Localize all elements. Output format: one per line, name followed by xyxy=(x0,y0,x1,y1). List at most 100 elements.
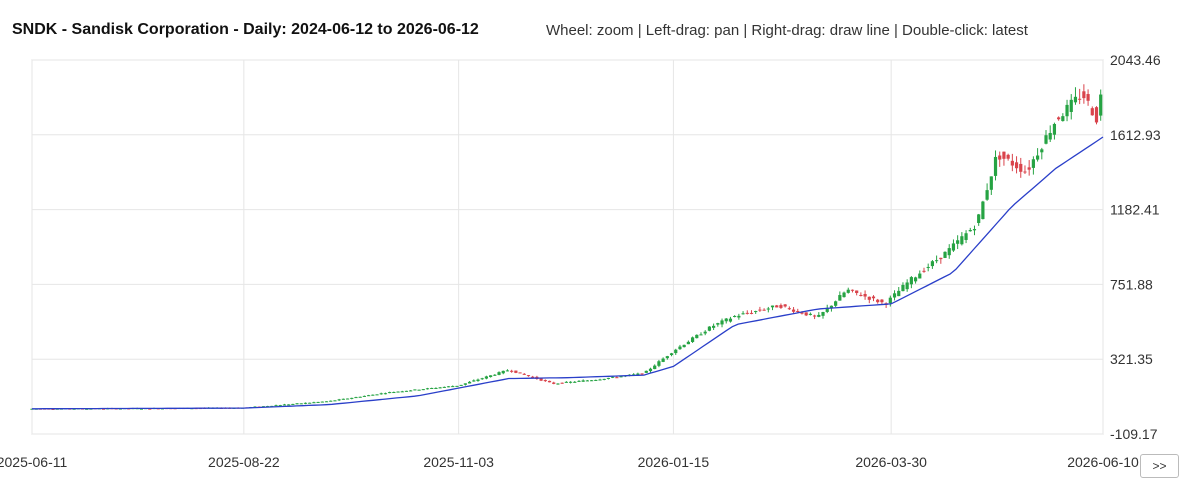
candle-body xyxy=(1002,151,1006,159)
candle-body xyxy=(724,318,728,322)
candle-body xyxy=(522,373,526,375)
candle-body xyxy=(913,277,918,282)
x-tick-label: 2026-01-15 xyxy=(638,454,710,470)
candle-body xyxy=(316,401,320,403)
candle-body xyxy=(308,402,312,404)
candle-body xyxy=(905,282,909,290)
candle-body xyxy=(400,391,404,393)
candle-body xyxy=(825,307,829,312)
candle-body xyxy=(451,386,455,388)
candle-body xyxy=(661,358,665,362)
candle-body xyxy=(867,296,871,300)
candle-body xyxy=(720,320,724,325)
candle-body xyxy=(1090,108,1094,116)
candle-body xyxy=(690,337,695,342)
candle-body xyxy=(1014,162,1019,169)
candle-body xyxy=(497,372,501,375)
candle-body xyxy=(425,388,430,390)
candle-body xyxy=(354,397,358,399)
candle-body xyxy=(640,373,644,375)
candle-body xyxy=(728,318,733,322)
candle-body xyxy=(480,378,484,380)
candle-body xyxy=(707,326,712,331)
candle-body xyxy=(678,346,682,350)
candle-body xyxy=(350,397,354,399)
candle-body xyxy=(379,393,383,395)
x-tick-label: 2025-06-11 xyxy=(0,454,67,470)
candle-body xyxy=(1035,155,1040,160)
candle-body xyxy=(1023,171,1027,173)
candle-body xyxy=(320,401,324,403)
candle-body xyxy=(871,296,876,299)
candle-body xyxy=(388,392,392,394)
candle-body xyxy=(1057,117,1061,120)
candle-body xyxy=(552,382,556,384)
candle-body xyxy=(758,309,762,311)
candle-body xyxy=(968,230,972,232)
candle-body xyxy=(1069,99,1073,112)
candle-body xyxy=(463,383,467,385)
candle-body xyxy=(501,370,505,374)
candle-body xyxy=(796,311,800,313)
candle-body xyxy=(855,290,859,294)
candle-body xyxy=(779,305,783,308)
candle-body xyxy=(930,261,935,267)
candle-body xyxy=(611,376,615,378)
candle-body xyxy=(808,313,812,315)
candle-body xyxy=(749,312,754,314)
candle-body xyxy=(682,344,686,348)
candle-body xyxy=(101,408,106,410)
candle-body xyxy=(775,305,779,308)
candle-body xyxy=(505,370,510,372)
candle-body xyxy=(337,399,341,401)
candle-body xyxy=(804,312,808,316)
candle-body xyxy=(568,381,573,383)
candle-body xyxy=(589,380,594,382)
candle-body xyxy=(695,334,699,339)
candle-body xyxy=(892,293,897,298)
candle-body xyxy=(375,394,379,396)
y-tick-label: 1612.93 xyxy=(1110,127,1161,143)
scroll-latest-button[interactable]: >> xyxy=(1140,454,1179,478)
plot-area[interactable] xyxy=(31,59,1104,435)
candle-body xyxy=(829,305,834,309)
candle-body xyxy=(531,376,535,378)
candle-body xyxy=(745,312,749,314)
candle-body xyxy=(846,289,850,293)
x-tick-label: 2025-08-22 xyxy=(208,454,280,470)
candle-body xyxy=(964,233,968,240)
x-tick-label: 2026-06-10 xyxy=(1067,454,1139,470)
candle-body xyxy=(644,370,648,373)
candle-body xyxy=(291,403,295,405)
candle-body xyxy=(371,394,375,396)
candle-body xyxy=(476,379,480,382)
candle-body xyxy=(430,387,434,389)
candle-body xyxy=(834,301,838,306)
candle-body xyxy=(733,316,737,318)
x-tick-label: 2025-11-03 xyxy=(423,454,494,470)
candle-body xyxy=(897,290,901,297)
candle-body xyxy=(396,391,400,393)
candle-body xyxy=(1094,107,1099,123)
candle-body xyxy=(960,236,964,245)
candle-body xyxy=(981,201,985,220)
candle-body xyxy=(699,334,703,336)
candle-body xyxy=(619,376,623,378)
candle-body xyxy=(421,389,425,391)
candle-body xyxy=(484,376,489,379)
grid-lines xyxy=(31,59,1104,435)
candle-body xyxy=(274,405,278,407)
candles xyxy=(30,84,1103,410)
candle-body xyxy=(1073,96,1078,103)
candle-body xyxy=(577,380,581,382)
candle-body xyxy=(282,404,287,406)
candle-body xyxy=(585,380,589,382)
candle-body xyxy=(383,393,388,395)
candle-body xyxy=(951,243,956,251)
y-tick-label: 2043.46 xyxy=(1110,52,1161,68)
candle-body xyxy=(409,390,413,392)
candle-body xyxy=(787,308,791,310)
candle-body xyxy=(712,325,716,328)
candle-body xyxy=(669,353,674,356)
